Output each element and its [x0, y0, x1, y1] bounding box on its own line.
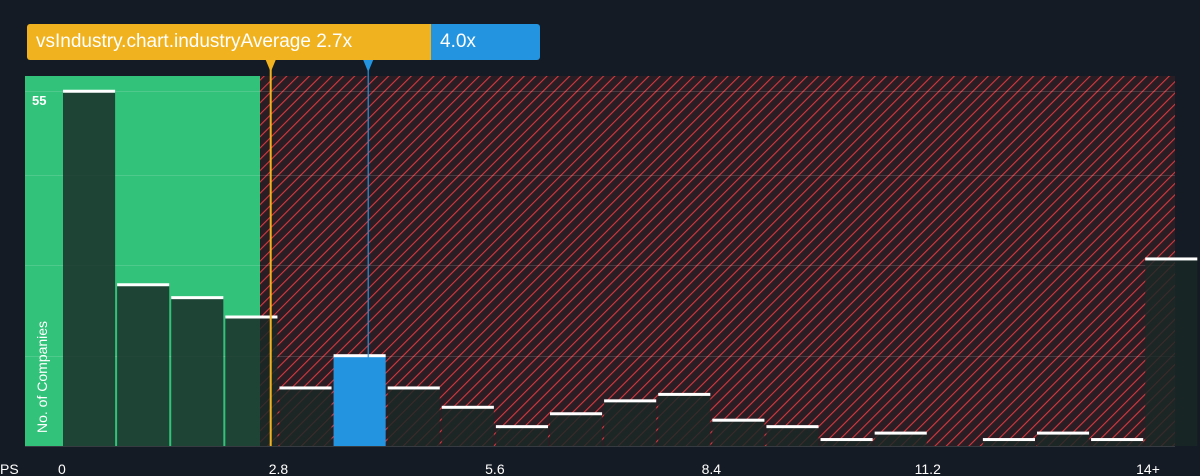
histogram-bar-cap — [441, 405, 494, 409]
histogram-bar-cap — [982, 438, 1035, 442]
histogram-bar-cap — [549, 412, 603, 416]
y-axis-title: No. of Companies — [34, 321, 50, 433]
histogram-bar-cap — [333, 354, 386, 358]
histogram-bar — [982, 439, 1035, 446]
histogram-bar-cap — [63, 89, 116, 93]
histogram-bar — [874, 433, 927, 446]
histogram-bar — [1145, 258, 1198, 446]
histogram-bar-cap — [1091, 438, 1144, 442]
company-value-label: 4.0x — [440, 31, 476, 52]
x-tick-label: 14+ — [1136, 461, 1160, 476]
histogram-bar — [766, 426, 819, 446]
histogram-bar-cap — [874, 431, 927, 435]
histogram-bar-cap — [171, 296, 224, 300]
histogram-bar-cap — [279, 386, 332, 390]
y-max-label: 55 — [32, 93, 46, 108]
histogram-bar-cap — [604, 399, 657, 403]
histogram-bar-cap — [1036, 431, 1090, 435]
histogram-bar — [1036, 433, 1090, 446]
histogram-bar — [1091, 439, 1144, 446]
histogram-bar-cap — [495, 425, 548, 429]
histogram-bar-cap — [387, 386, 440, 390]
overvalued-zone — [260, 76, 1175, 446]
histogram-bar — [387, 387, 440, 446]
histogram-bar — [279, 387, 332, 446]
industry-average-pointer — [265, 60, 276, 72]
histogram-bar — [441, 407, 494, 446]
x-tick-label: 5.6 — [485, 461, 505, 476]
histogram-bar — [820, 439, 873, 446]
histogram-bar — [604, 400, 657, 446]
histogram-bar — [171, 297, 224, 446]
histogram-bar-cap — [712, 418, 765, 422]
histogram-bar-cap — [766, 425, 819, 429]
histogram-bar-cap — [117, 283, 170, 287]
histogram-bar-cap — [658, 392, 711, 396]
x-tick-label: 11.2 — [915, 461, 941, 476]
histogram-bar — [117, 284, 170, 446]
x-tick-label: 0 — [58, 461, 66, 476]
histogram-bar — [712, 420, 765, 446]
company-value-callout: 4.0x — [431, 24, 540, 60]
histogram-bar-cap — [225, 315, 278, 319]
histogram-bar — [658, 394, 711, 446]
histogram-bar — [333, 355, 386, 446]
histogram-bar — [495, 426, 548, 446]
histogram-bar — [549, 413, 603, 446]
company-value-pointer — [363, 60, 374, 72]
x-tick-label: 8.4 — [702, 461, 722, 476]
histogram-bar-cap — [1145, 257, 1198, 261]
histogram-bar — [225, 317, 278, 446]
industry-average-label: vsIndustry.chart.industryAverage 2.7x — [36, 31, 353, 52]
histogram-bar-cap — [820, 438, 873, 442]
industry-average-callout: vsIndustry.chart.industryAverage 2.7x — [27, 24, 431, 60]
x-tick-label: 2.8 — [269, 461, 289, 476]
histogram-bar — [63, 91, 116, 446]
x-axis-title: PS — [0, 461, 19, 476]
